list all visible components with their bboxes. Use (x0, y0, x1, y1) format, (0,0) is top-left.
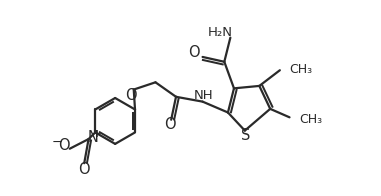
Text: O: O (188, 45, 200, 60)
Text: +: + (93, 129, 102, 139)
Text: O: O (164, 117, 176, 132)
Text: NH: NH (194, 89, 214, 102)
Text: H₂N: H₂N (208, 26, 233, 39)
Text: N: N (88, 130, 99, 145)
Text: −: − (52, 136, 63, 149)
Text: O: O (125, 88, 137, 103)
Text: CH₃: CH₃ (299, 113, 322, 126)
Text: S: S (242, 128, 251, 143)
Text: CH₃: CH₃ (290, 63, 313, 75)
Text: O: O (58, 138, 69, 153)
Text: O: O (78, 162, 90, 177)
